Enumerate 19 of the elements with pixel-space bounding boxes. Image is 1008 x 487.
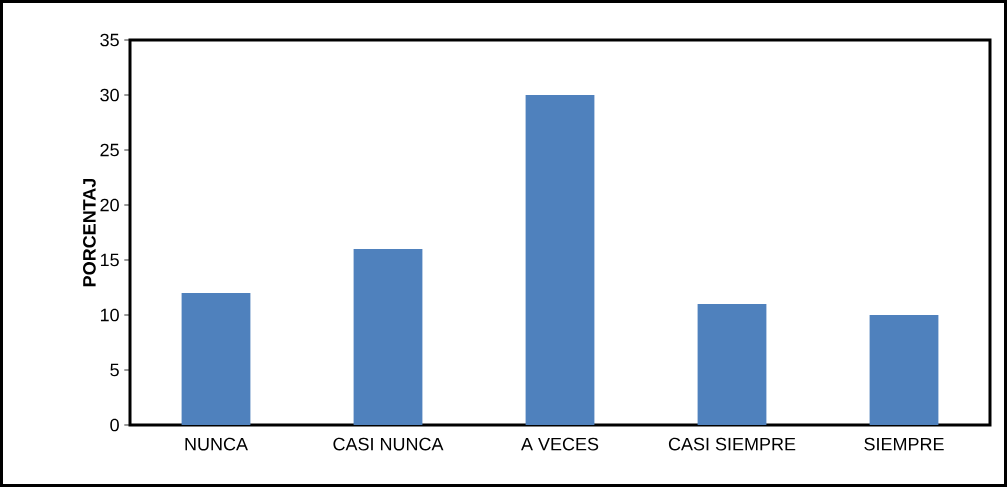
bar: [697, 304, 767, 425]
bar: [869, 315, 939, 425]
bar: [525, 95, 595, 425]
x-tick-label: CASI SIEMPRE: [668, 437, 796, 451]
y-tick-label: 25: [100, 143, 119, 157]
x-tick-label: SIEMPRE: [864, 437, 944, 451]
y-tick-label: 20: [100, 198, 119, 212]
y-tick-label: 15: [100, 253, 119, 267]
y-tick-label: 30: [100, 88, 119, 102]
y-tick-label: 0: [110, 418, 119, 432]
x-tick-label: A VECES: [521, 437, 599, 451]
x-tick-label: CASI NUNCA: [333, 437, 444, 451]
y-tick-label: 35: [100, 33, 119, 47]
y-tick-label: 5: [110, 363, 119, 377]
bar: [181, 293, 251, 425]
y-axis-title: PORCENTAJ: [83, 178, 96, 287]
x-tick-label: NUNCA: [185, 437, 248, 451]
y-tick-label: 10: [100, 308, 119, 322]
bar: [353, 249, 423, 425]
